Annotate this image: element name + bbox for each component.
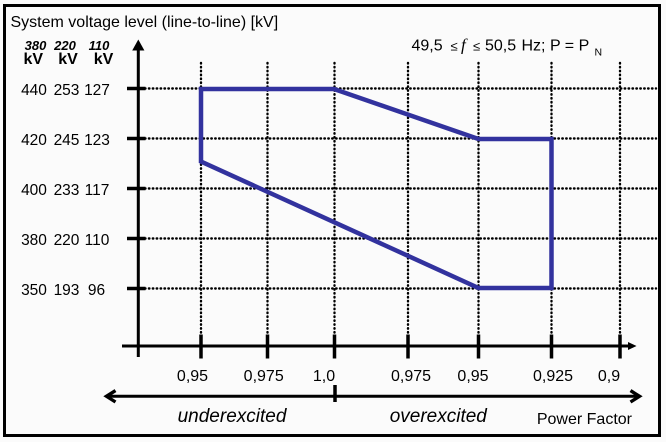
svg-text:380: 380	[25, 38, 47, 53]
svg-text:1,0: 1,0	[313, 368, 335, 385]
svg-text:193: 193	[54, 282, 80, 299]
svg-text:380: 380	[21, 232, 47, 249]
svg-text:350: 350	[21, 282, 47, 299]
svg-text:50,5: 50,5	[485, 38, 516, 55]
svg-text:96: 96	[88, 282, 105, 299]
svg-text:110: 110	[89, 38, 110, 53]
svg-text:440: 440	[21, 82, 47, 99]
svg-text:0,925: 0,925	[533, 368, 573, 385]
svg-text:N: N	[595, 47, 603, 59]
svg-text:245: 245	[54, 132, 80, 149]
svg-text:0,95: 0,95	[177, 368, 208, 385]
svg-text:Hz; P = P: Hz; P = P	[522, 38, 590, 55]
svg-text:Power Factor: Power Factor	[537, 411, 633, 428]
svg-text:f: f	[461, 36, 468, 55]
svg-text:kV: kV	[24, 51, 44, 68]
svg-text:220: 220	[53, 38, 76, 53]
svg-text:≤: ≤	[473, 39, 480, 54]
svg-text:110: 110	[85, 232, 110, 249]
svg-text:253: 253	[54, 82, 80, 99]
svg-text:0,975: 0,975	[244, 368, 284, 385]
svg-text:233: 233	[54, 182, 80, 199]
svg-text:400: 400	[21, 182, 47, 199]
svg-text:overexcited: overexcited	[390, 406, 489, 427]
svg-text:underexcited: underexcited	[178, 406, 288, 427]
svg-text:117: 117	[85, 182, 110, 199]
svg-text:123: 123	[84, 132, 110, 149]
svg-text:220: 220	[54, 232, 80, 249]
svg-text:≤: ≤	[451, 39, 458, 54]
svg-text:kV: kV	[94, 51, 114, 68]
svg-text:420: 420	[21, 132, 47, 149]
svg-text:0,975: 0,975	[391, 368, 431, 385]
svg-text:0,95: 0,95	[457, 368, 488, 385]
svg-text:kV: kV	[58, 51, 78, 68]
svg-text:0,9: 0,9	[598, 368, 620, 385]
svg-text:127: 127	[84, 82, 110, 99]
svg-text:49,5: 49,5	[412, 38, 443, 55]
svg-text:System voltage level (line-to-: System voltage level (line-to-line) [kV]	[11, 14, 279, 31]
